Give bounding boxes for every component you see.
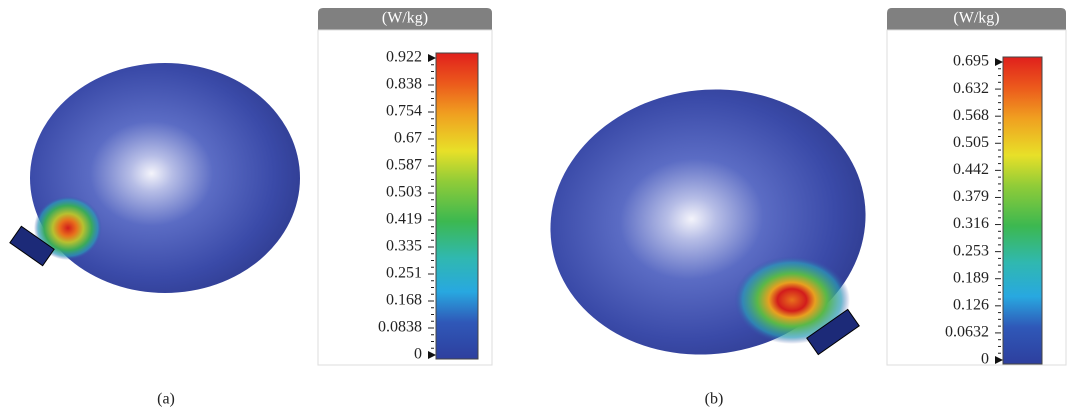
tick-label: 0.0838 xyxy=(378,319,422,336)
caption: (a) xyxy=(157,391,175,408)
unit-header xyxy=(318,8,492,30)
tick-label: 0.587 xyxy=(386,157,422,174)
colorbar xyxy=(1002,56,1043,365)
tick-label: 0.838 xyxy=(386,76,422,93)
colorbar xyxy=(435,52,479,360)
arrow xyxy=(995,356,1003,364)
phantom-a xyxy=(9,63,300,293)
arrow xyxy=(995,58,1003,66)
tick-label: 0 xyxy=(414,346,422,363)
tick-label: 0.253 xyxy=(953,242,989,259)
tick-label: 0.67 xyxy=(394,130,422,147)
tick-label: 0.505 xyxy=(953,134,989,151)
tick-label: 0.442 xyxy=(953,161,989,178)
caption: (b) xyxy=(705,391,724,408)
tick-label: 0.568 xyxy=(953,107,989,124)
tick-label: 0.379 xyxy=(953,188,989,205)
unit-label: (W/kg) xyxy=(382,10,428,27)
tick-label: 0.922 xyxy=(386,49,422,66)
tick-label: 0.695 xyxy=(953,53,989,70)
arrow xyxy=(428,54,436,62)
tick-label: 0.168 xyxy=(386,292,422,309)
unit-label: (W/kg) xyxy=(953,10,999,27)
tick-label: 0.335 xyxy=(386,238,422,255)
tick-label: 0.251 xyxy=(386,265,422,282)
unit-header xyxy=(887,8,1066,30)
tick-label: 0.503 xyxy=(386,184,422,201)
tick-label: 0.754 xyxy=(386,103,422,120)
tick-label: 0 xyxy=(981,351,989,368)
tick-label: 0.316 xyxy=(953,215,989,232)
phantom-b xyxy=(550,89,866,356)
tick-label: 0.189 xyxy=(953,269,989,286)
tick-label: 0.632 xyxy=(953,80,989,97)
tick-label: 0.0632 xyxy=(945,324,989,341)
tick-label: 0.126 xyxy=(953,296,989,313)
tick-label: 0.419 xyxy=(386,211,422,228)
arrow xyxy=(428,351,436,359)
